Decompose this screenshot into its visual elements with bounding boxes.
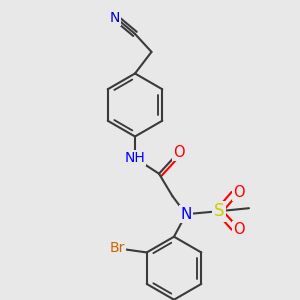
Text: O: O: [233, 222, 244, 237]
Text: O: O: [173, 145, 185, 160]
Text: NH: NH: [124, 151, 146, 165]
Text: S: S: [214, 202, 224, 220]
Text: Br: Br: [110, 241, 125, 255]
Text: N: N: [180, 207, 192, 222]
Text: O: O: [233, 185, 244, 200]
Text: N: N: [110, 11, 120, 25]
